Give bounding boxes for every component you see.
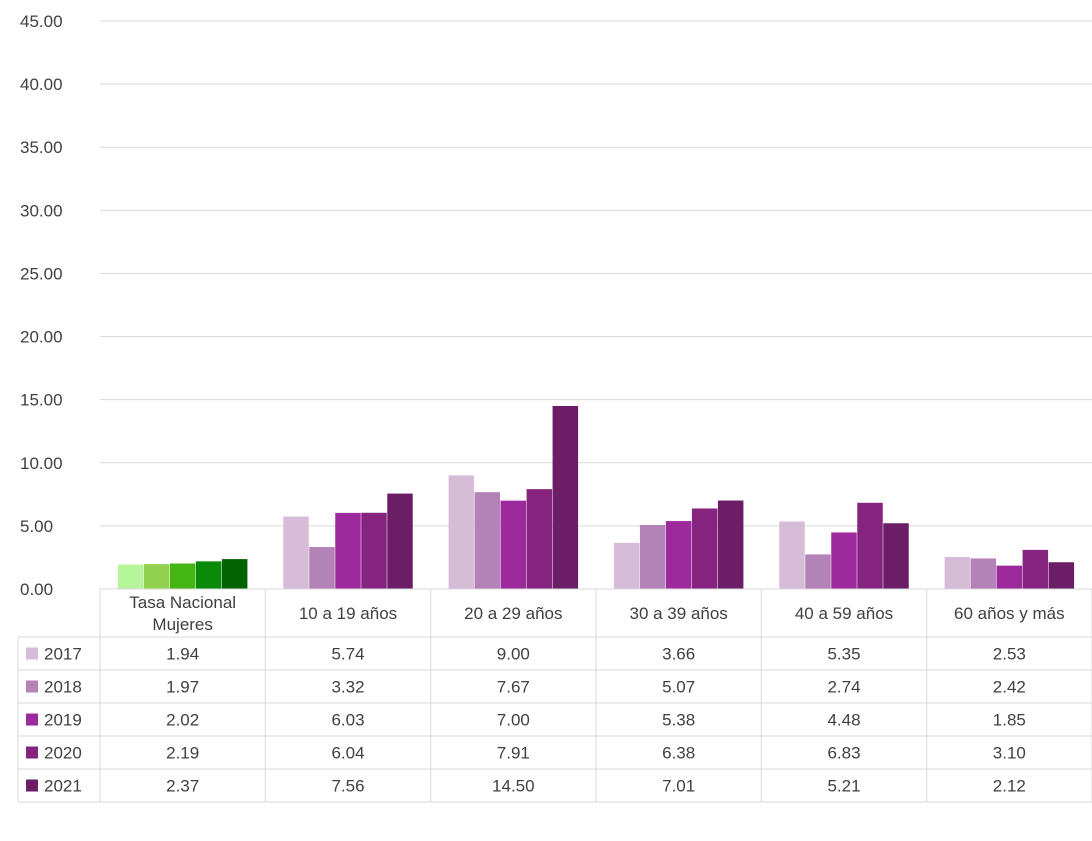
- data-table-value: 7.67: [497, 678, 530, 697]
- category-label: 10 a 19 años: [299, 604, 397, 623]
- category-label: Mujeres: [152, 615, 212, 634]
- bar: [717, 500, 744, 589]
- bar: [691, 508, 718, 589]
- bar: [613, 542, 640, 589]
- data-table-value: 2.02: [166, 711, 199, 730]
- data-table-value: 2.12: [993, 777, 1026, 796]
- data-table-value: 1.97: [166, 678, 199, 697]
- bar: [335, 512, 361, 589]
- legend-swatch: [26, 647, 38, 660]
- data-table-value: 5.07: [662, 678, 695, 697]
- data-table-value: 6.38: [662, 744, 695, 763]
- data-table-value: 6.83: [827, 744, 860, 763]
- y-tick-label: 35.00: [20, 138, 63, 157]
- bar: [283, 516, 309, 589]
- category-label: 40 a 59 años: [795, 604, 893, 623]
- category-label: 30 a 39 años: [630, 604, 728, 623]
- legend-label: 2017: [44, 645, 82, 664]
- legend-swatch: [26, 779, 38, 792]
- y-tick-label: 20.00: [20, 328, 63, 347]
- legend-swatch: [26, 713, 38, 726]
- y-tick-label: 40.00: [20, 75, 63, 94]
- bar: [970, 558, 997, 589]
- data-table-value: 2.19: [166, 744, 199, 763]
- data-table-value: 9.00: [497, 645, 530, 664]
- y-tick-label: 5.00: [20, 517, 53, 536]
- data-table-value: 1.94: [166, 645, 199, 664]
- y-tick-label: 15.00: [20, 391, 63, 410]
- bar: [195, 561, 222, 589]
- bar: [500, 500, 527, 589]
- data-table-value: 3.66: [662, 645, 695, 664]
- category-label: 20 a 29 años: [464, 604, 562, 623]
- data-table-value: 7.91: [497, 744, 530, 763]
- y-tick-label: 45.00: [20, 12, 63, 31]
- bar: [143, 564, 170, 589]
- bar: [996, 565, 1023, 589]
- y-tick-label: 0.00: [20, 580, 53, 599]
- data-table-value: 2.37: [166, 777, 199, 796]
- data-table-value: 3.32: [331, 678, 364, 697]
- legend-label: 2019: [44, 711, 82, 730]
- data-table-value: 7.00: [497, 711, 530, 730]
- data-table-value: 2.53: [993, 645, 1026, 664]
- bar: [448, 475, 475, 589]
- legend-label: 2021: [44, 777, 82, 796]
- bar: [665, 521, 692, 589]
- bar: [221, 559, 248, 589]
- bar: [857, 502, 883, 589]
- bar: [309, 547, 335, 589]
- bar: [117, 564, 144, 589]
- data-table-value: 3.10: [993, 744, 1026, 763]
- data-table-value: 2.74: [827, 678, 860, 697]
- bar: [361, 512, 387, 589]
- bar: [552, 405, 579, 589]
- y-tick-label: 10.00: [20, 454, 63, 473]
- data-table-value: 6.04: [331, 744, 364, 763]
- bar: [779, 521, 805, 589]
- data-table-value: 14.50: [492, 777, 535, 796]
- bar: [387, 493, 413, 589]
- bar: [474, 492, 501, 589]
- data-table-value: 2.42: [993, 678, 1026, 697]
- bar: [831, 532, 857, 589]
- y-tick-label: 30.00: [20, 201, 63, 220]
- category-label: Tasa Nacional: [129, 593, 236, 612]
- bar: [526, 489, 553, 589]
- data-table-value: 5.74: [331, 645, 364, 664]
- y-tick-label: 25.00: [20, 264, 63, 283]
- data-table-value: 5.21: [827, 777, 860, 796]
- bar: [169, 563, 196, 589]
- data-table-value: 5.35: [827, 645, 860, 664]
- bar: [1022, 549, 1049, 589]
- legend-swatch: [26, 746, 38, 759]
- bar: [639, 525, 666, 589]
- data-table-value: 5.38: [662, 711, 695, 730]
- bar: [944, 557, 971, 589]
- data-table-value: 7.01: [662, 777, 695, 796]
- bar: [883, 523, 909, 589]
- data-table-value: 6.03: [331, 711, 364, 730]
- category-label: 60 años y más: [954, 604, 1065, 623]
- bar: [805, 554, 831, 589]
- data-table-value: 7.56: [331, 777, 364, 796]
- legend-swatch: [26, 680, 38, 693]
- data-table-value: 4.48: [827, 711, 860, 730]
- legend-label: 2018: [44, 678, 82, 697]
- data-table-value: 1.85: [993, 711, 1026, 730]
- bar: [1048, 562, 1075, 589]
- legend-label: 2020: [44, 744, 82, 763]
